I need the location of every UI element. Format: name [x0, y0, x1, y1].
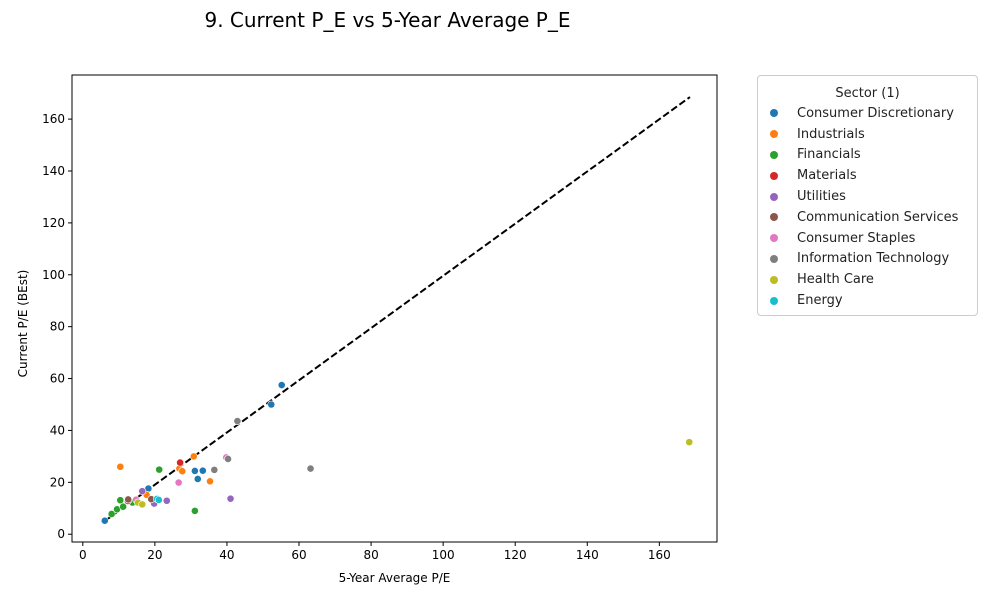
legend-item: Financials	[758, 145, 977, 166]
legend-title: Sector (1)	[835, 86, 900, 101]
x-tick-label: 160	[648, 548, 671, 562]
legend: Sector (1) Consumer Discretionary Industr…	[757, 75, 978, 316]
legend-item: Materials	[758, 165, 977, 186]
legend-marker	[770, 171, 778, 180]
x-tick-label: 80	[363, 548, 378, 562]
legend-label: Consumer Staples	[797, 230, 916, 246]
data-point	[174, 478, 183, 487]
y-tick-label: 80	[50, 320, 65, 334]
data-point	[178, 467, 187, 476]
legend-marker	[770, 213, 778, 222]
legend-item: Communication Services	[758, 207, 977, 228]
plot-frame	[71, 74, 718, 543]
y-tick-label: 100	[42, 268, 65, 282]
legend-label: Financials	[797, 147, 861, 163]
y-tick-label: 140	[42, 164, 65, 178]
legend-marker	[770, 150, 778, 159]
legend-item: Consumer Discretionary	[758, 103, 977, 124]
chart-title: 9. Current P_E vs 5-Year Average P_E	[204, 8, 571, 32]
legend-marker	[770, 234, 778, 243]
data-point	[267, 400, 276, 409]
data-point	[190, 506, 199, 515]
data-point	[154, 496, 163, 504]
x-tick-label: 0	[79, 548, 87, 562]
x-tick-label: 20	[147, 548, 162, 562]
legend-label: Communication Services	[797, 209, 959, 225]
y-tick-label: 20	[50, 475, 65, 489]
legend-item: Utilities	[758, 186, 977, 207]
data-point	[119, 502, 128, 511]
data-point	[100, 516, 109, 525]
y-tick-label: 120	[42, 216, 65, 230]
x-tick-label: 100	[432, 548, 455, 562]
legend-label: Energy	[797, 293, 843, 309]
legend-label: Consumer Discretionary	[797, 105, 954, 121]
data-point	[190, 467, 199, 475]
data-point	[306, 464, 315, 473]
y-tick-label: 60	[50, 372, 65, 386]
legend-item: Information Technology	[758, 249, 977, 270]
legend-label: Information Technology	[797, 251, 950, 267]
y-tick-label: 160	[42, 112, 65, 126]
data-point	[189, 452, 198, 461]
reference-line	[103, 96, 691, 523]
data-point	[176, 458, 185, 467]
x-tick-label: 140	[576, 548, 599, 562]
legend-marker	[770, 296, 778, 305]
data-point	[116, 496, 125, 505]
data-point	[138, 500, 147, 509]
x-tick-label: 40	[219, 548, 234, 562]
data-point	[226, 494, 235, 503]
legend-item: Health Care	[758, 269, 977, 290]
data-point	[224, 455, 232, 463]
legend-label: Utilities	[797, 189, 846, 205]
legend-marker	[770, 130, 778, 139]
data-point	[210, 465, 219, 474]
data-point	[138, 487, 147, 496]
legend-marker	[770, 109, 778, 118]
legend-item: Energy	[758, 290, 977, 311]
x-axis-label: 5-Year Average P/E	[339, 571, 451, 585]
legend-marker	[770, 254, 778, 263]
x-tick-label: 120	[504, 548, 527, 562]
data-point	[233, 417, 242, 425]
legend-marker	[770, 275, 778, 284]
data-point	[107, 510, 116, 518]
data-point	[193, 475, 202, 483]
data-point	[155, 465, 164, 474]
data-point	[685, 438, 694, 447]
legend-item: Industrials	[758, 124, 977, 145]
data-point	[162, 496, 171, 505]
data-point	[116, 462, 125, 471]
legend-label: Materials	[797, 168, 857, 184]
legend-marker	[770, 192, 778, 201]
x-tick-label: 60	[291, 548, 306, 562]
legend-label: Industrials	[797, 126, 865, 142]
data-point	[277, 381, 286, 389]
legend-label: Health Care	[797, 272, 874, 288]
y-axis-label: Current P/E (BEst)	[16, 270, 30, 378]
legend-item: Consumer Staples	[758, 228, 977, 249]
data-point	[124, 495, 133, 504]
y-tick-label: 40	[50, 423, 65, 437]
data-point	[206, 477, 214, 486]
y-tick-label: 0	[57, 527, 65, 541]
data-point	[198, 466, 207, 475]
